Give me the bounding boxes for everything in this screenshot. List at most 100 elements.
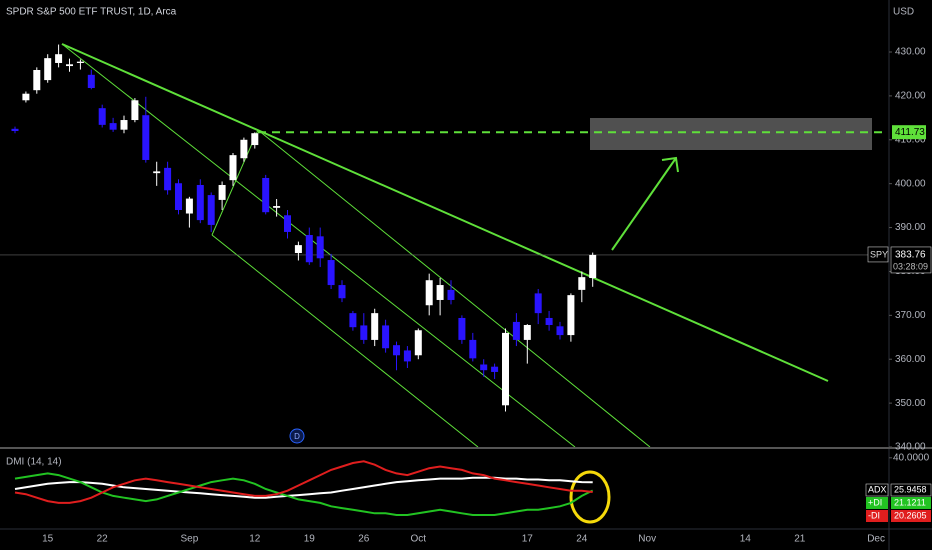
candle-body (491, 366, 499, 372)
candle-body (175, 183, 182, 211)
candle-body (98, 108, 106, 125)
legend-value: 21.1211 (894, 497, 926, 507)
y-tick-label: 430.00 (895, 47, 926, 58)
candle-body (284, 215, 291, 232)
candle-body (349, 313, 357, 328)
y-tick-label: 390.00 (895, 222, 926, 233)
x-tick-label: 14 (740, 534, 752, 545)
x-tick-label: 24 (576, 534, 588, 545)
candle-body (425, 280, 433, 306)
level-label: 411.73 (895, 127, 925, 138)
y-tick-label: 400.00 (895, 178, 926, 189)
candle-body (218, 184, 226, 200)
target-zone (590, 118, 872, 150)
marker-label: D (294, 432, 300, 441)
candle-body (33, 70, 41, 91)
legend-name-bg (866, 510, 888, 522)
dmi-line (14, 476, 593, 499)
x-tick-label: Sep (181, 534, 199, 545)
channel-line (211, 234, 479, 447)
channel-line (211, 129, 259, 236)
x-tick-label: 15 (42, 534, 54, 545)
candle-body (11, 128, 19, 132)
candle-body (55, 54, 63, 63)
candle-body (44, 58, 52, 81)
candle-body (403, 350, 411, 362)
dmi-line (14, 460, 593, 504)
arrow-head (661, 156, 679, 173)
price-box (890, 246, 932, 274)
y-tick-label: 360.00 (895, 354, 926, 365)
candle-body (262, 177, 270, 213)
price-label-bg (867, 246, 889, 263)
candle-body (251, 133, 259, 146)
y-tick-label: 420.00 (895, 91, 926, 102)
candle-body (131, 100, 139, 121)
x-tick-label: 19 (304, 534, 316, 545)
candle-body (469, 339, 477, 359)
legend-value-bg (890, 483, 932, 497)
candles (0, 44, 888, 412)
x-tick-label: Dec (867, 534, 885, 545)
candle-body (164, 167, 172, 191)
candle-body (327, 260, 335, 286)
candle-body (66, 64, 73, 67)
candle-body (512, 321, 520, 340)
candle-body (578, 277, 586, 290)
y-tick-label: 410.00 (895, 134, 926, 145)
dividend-marker[interactable] (289, 428, 305, 444)
last-price: 383.76 (895, 250, 926, 261)
x-tick-label: 26 (358, 534, 370, 545)
candle-body (87, 74, 95, 88)
candle-body (22, 93, 30, 101)
candle-body (294, 245, 302, 254)
candle-body (589, 254, 597, 279)
candle-body (502, 332, 509, 406)
trend-line (61, 43, 829, 382)
candle-body (109, 123, 117, 130)
x-tick-label: 21 (794, 534, 806, 545)
legend-name: +DI (868, 497, 882, 507)
candle-body (229, 155, 237, 181)
candle-body (207, 195, 215, 225)
candle-body (371, 313, 379, 340)
candle-body (120, 120, 128, 130)
drawings (61, 43, 872, 447)
x-tick-label: Nov (638, 534, 656, 545)
candle-body (240, 139, 248, 159)
candle-body (338, 285, 346, 299)
x-tick-label: 12 (249, 534, 261, 545)
candle-body (393, 345, 400, 356)
candle-body (480, 364, 488, 371)
indicator-title: DMI (14, 14) (6, 457, 62, 468)
candle-body (414, 330, 422, 356)
dmi-line (14, 472, 594, 516)
legend-name-bg (866, 497, 888, 509)
x-tick-label: 17 (522, 534, 534, 545)
candle-body (185, 198, 193, 214)
candle-body (153, 171, 161, 174)
symbol-label: SPY (870, 249, 888, 259)
legend-value: 25.9458 (894, 484, 927, 494)
legend-value-bg (891, 497, 931, 509)
candle-body (196, 184, 204, 221)
x-tick-label: 22 (97, 534, 109, 545)
candle-body (556, 326, 564, 336)
candle-body (382, 325, 390, 349)
legend-name: -DI (868, 510, 880, 520)
candle-body (316, 236, 324, 259)
countdown: 03:28:09 (893, 261, 928, 271)
y-tick-label: 340.00 (895, 442, 926, 453)
candle-body (305, 235, 313, 263)
candle-body (458, 317, 466, 340)
candle-body (360, 325, 368, 340)
candle-body (545, 317, 553, 325)
legend-value: 20.2605 (894, 510, 927, 520)
x-tick-label: Oct (411, 534, 427, 545)
y-tick-label: 350.00 (895, 398, 926, 409)
candle-body (534, 293, 542, 314)
indicator-lines (14, 460, 594, 516)
candle-body (567, 295, 575, 336)
level-label-bg (892, 125, 926, 140)
